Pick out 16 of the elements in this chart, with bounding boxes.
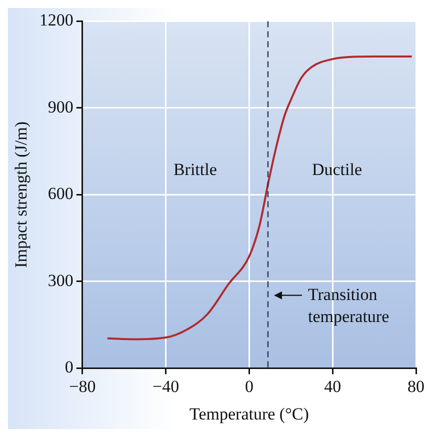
x-tick-label: 80 — [408, 376, 424, 396]
y-tick-label: 1200 — [39, 10, 74, 30]
y-tick-label: 300 — [48, 270, 74, 290]
x-tick-label: 0 — [244, 376, 254, 396]
x-tick-label: 40 — [324, 376, 342, 396]
y-tick-label: 600 — [48, 184, 74, 204]
y-tick-label: 900 — [48, 97, 74, 116]
annotation: Ductile — [312, 160, 362, 179]
x-tick-label: −40 — [152, 376, 180, 396]
ref-line-label: Transition temperature — [308, 284, 390, 326]
y-axis-title: Impact strength (J/m) — [12, 122, 31, 268]
line-series — [106, 55, 413, 340]
x-tick-label: −80 — [69, 376, 96, 396]
annotation: Brittle — [173, 160, 217, 179]
y-tick-label: 0 — [64, 358, 74, 377]
x-axis-title: Temperature (°C) — [190, 404, 309, 424]
